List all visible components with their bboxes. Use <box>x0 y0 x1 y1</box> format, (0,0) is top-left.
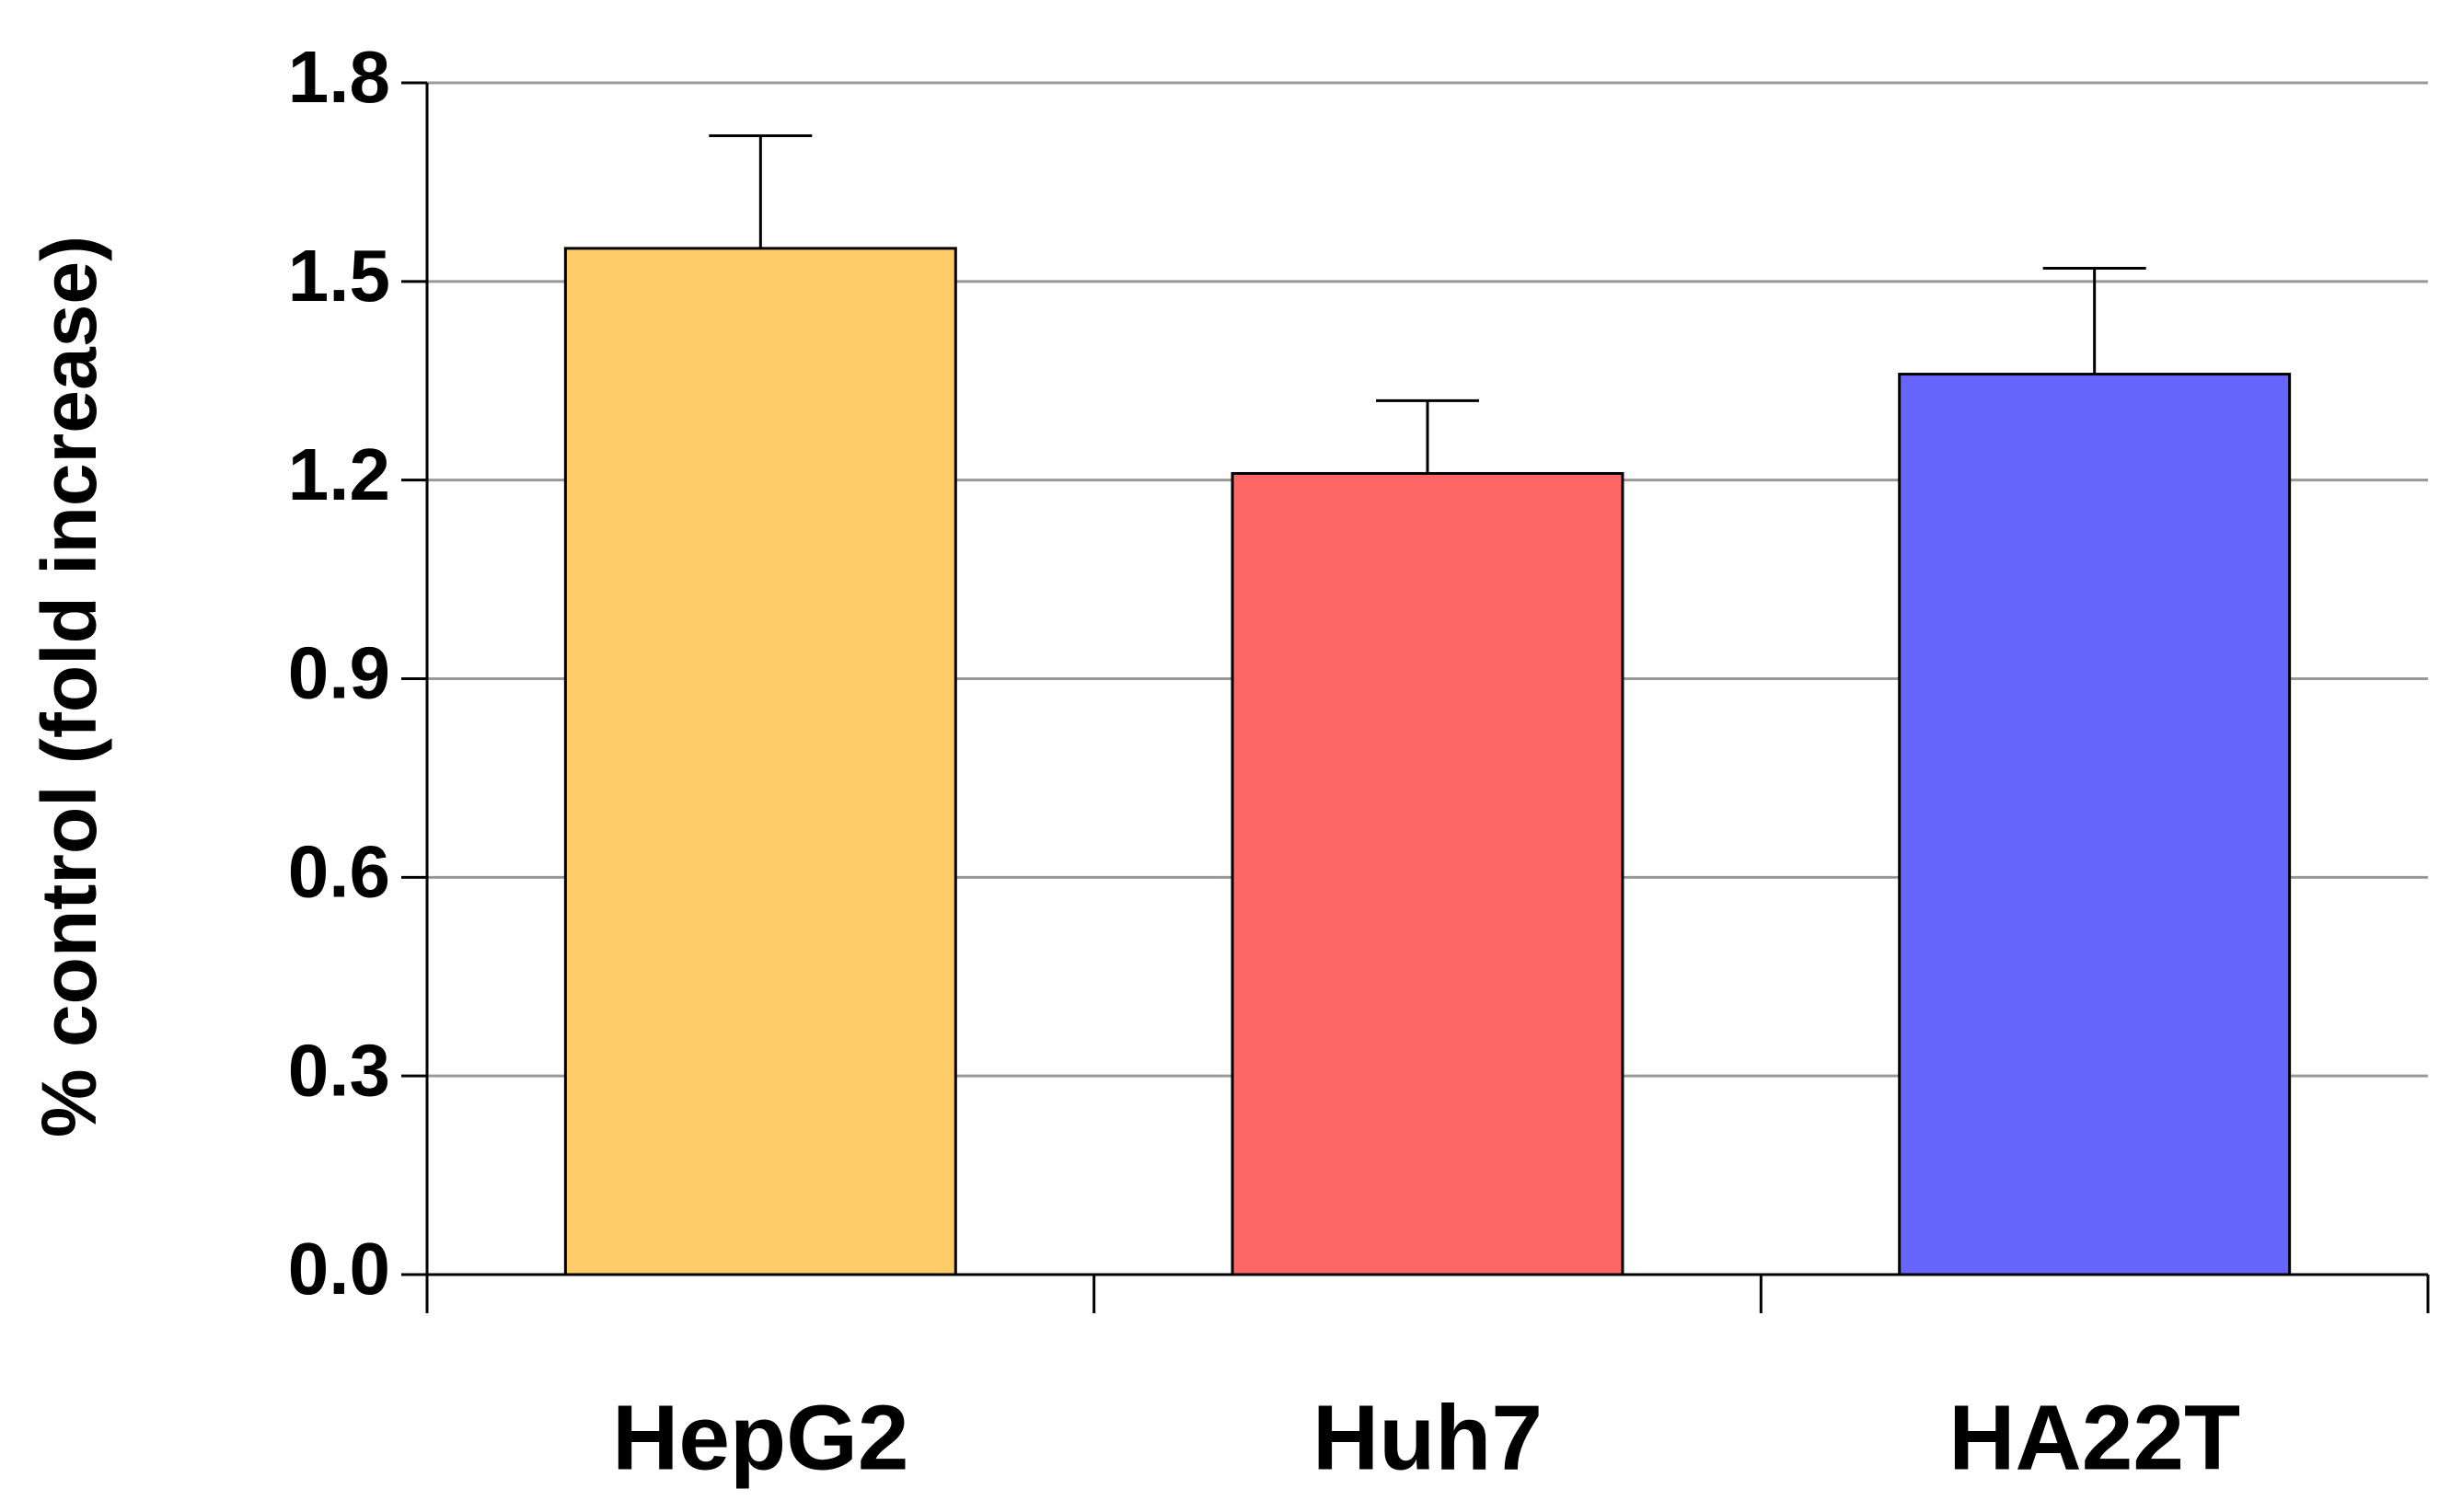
x-tick-label: Huh7 <box>1312 1386 1543 1489</box>
x-tick-label: HepG2 <box>612 1386 908 1489</box>
y-tick-label: 0.9 <box>288 632 390 714</box>
x-tick-label: HA22T <box>1948 1386 2240 1489</box>
y-tick-label: 0.0 <box>288 1228 390 1310</box>
y-tick-label: 0.6 <box>288 830 390 912</box>
y-tick-label: 1.2 <box>288 433 390 515</box>
y-axis-title: % control (fold increase) <box>26 236 112 1137</box>
y-tick-label: 1.5 <box>288 235 390 317</box>
bar <box>1231 471 1624 1276</box>
y-tick-label: 1.8 <box>288 36 390 118</box>
bar <box>1898 373 2292 1276</box>
y-tick-label: 0.3 <box>288 1029 390 1111</box>
bar <box>563 247 957 1276</box>
